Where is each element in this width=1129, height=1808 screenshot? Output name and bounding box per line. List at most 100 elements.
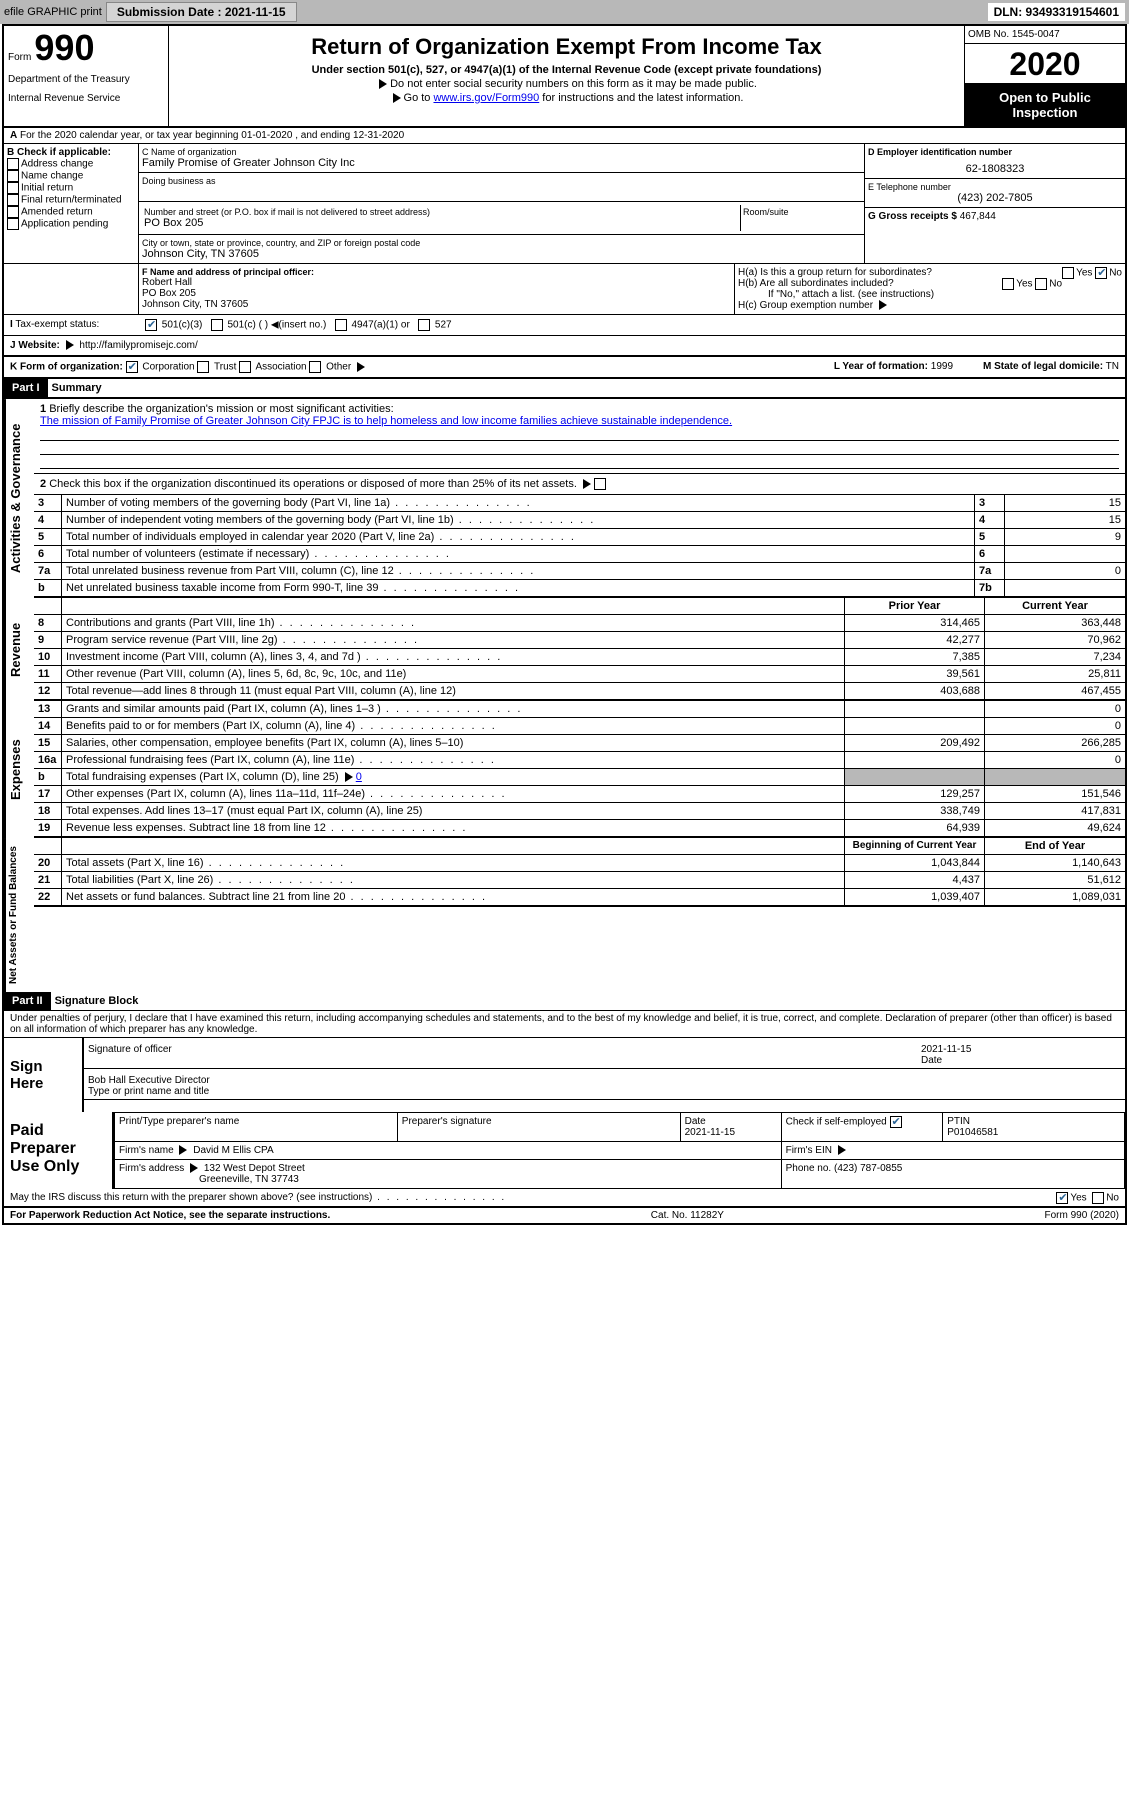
ssn-note: Do not enter social security numbers on … [390, 78, 757, 90]
gross-receipts: 467,844 [960, 211, 996, 222]
submission-date-button[interactable]: Submission Date : 2021-11-15 [106, 2, 297, 22]
val-6 [1005, 546, 1125, 562]
org-address: PO Box 205 [144, 217, 738, 229]
py-12: 403,688 [845, 683, 985, 699]
checkbox-assoc[interactable] [239, 361, 251, 373]
checkbox-trust[interactable] [197, 361, 209, 373]
checkbox-ha-no[interactable] [1095, 267, 1107, 279]
irs-label: Internal Revenue Service [8, 93, 164, 104]
top-toolbar: efile GRAPHIC print Submission Date : 20… [0, 0, 1129, 24]
checkbox-501c[interactable] [211, 319, 223, 331]
perjury-text: Under penalties of perjury, I declare th… [4, 1011, 1125, 1038]
website: http://familypromisejc.com/ [79, 340, 197, 351]
ein: 62-1808323 [868, 163, 1122, 175]
cy-16a: 0 [985, 752, 1125, 768]
vtab-net: Net Assets or Fund Balances [4, 838, 34, 992]
checkbox-hb-no[interactable] [1035, 278, 1047, 290]
eoy-21: 51,612 [985, 872, 1125, 888]
efile-label: efile GRAPHIC print [4, 6, 102, 18]
checkbox-501c3[interactable] [145, 319, 157, 331]
form-ref: Form 990 (2020) [1045, 1210, 1119, 1221]
year-formation: 1999 [931, 361, 953, 372]
checkbox-corp[interactable] [126, 361, 138, 373]
fh-block: F Name and address of principal officer:… [4, 264, 1125, 315]
footer: For Paperwork Reduction Act Notice, see … [4, 1207, 1125, 1223]
arrow-icon [393, 93, 401, 103]
tax-period: For the 2020 calendar year, or tax year … [20, 130, 404, 141]
py-15: 209,492 [845, 735, 985, 751]
checkbox-527[interactable] [418, 319, 430, 331]
checkbox-4947[interactable] [335, 319, 347, 331]
val-3: 15 [1005, 495, 1125, 511]
py-10: 7,385 [845, 649, 985, 665]
checkbox-name[interactable] [7, 170, 19, 182]
vtab-revenue: Revenue [4, 598, 34, 701]
firm-addr1: 132 West Depot Street [204, 1163, 305, 1174]
org-name: Family Promise of Greater Johnson City I… [142, 157, 861, 169]
checkbox-amended[interactable] [7, 206, 19, 218]
pra-notice: For Paperwork Reduction Act Notice, see … [10, 1210, 330, 1221]
cat-no: Cat. No. 11282Y [651, 1210, 724, 1221]
officer-city: Johnson City, TN 37605 [142, 299, 731, 310]
checkbox-ha-yes[interactable] [1062, 267, 1074, 279]
irs-link[interactable]: www.irs.gov/Form990 [433, 92, 539, 104]
preparer-block: Paid Preparer Use Only Print/Type prepar… [4, 1112, 1125, 1189]
form-number: 990 [34, 27, 94, 68]
val-16b[interactable]: 0 [356, 771, 362, 783]
sign-block: Sign Here Signature of officer2021-11-15… [4, 1038, 1125, 1112]
cy-14: 0 [985, 718, 1125, 734]
paid-preparer-label: Paid Preparer Use Only [4, 1112, 114, 1189]
cy-10: 7,234 [985, 649, 1125, 665]
prep-date: 2021-11-15 [685, 1127, 735, 1138]
form-title: Return of Organization Exempt From Incom… [173, 34, 960, 60]
b-header: B Check if applicable: [7, 147, 135, 158]
py-16a [845, 752, 985, 768]
py-8: 314,465 [845, 615, 985, 631]
checkbox-other[interactable] [309, 361, 321, 373]
vtab-expenses: Expenses [4, 701, 34, 838]
org-city: Johnson City, TN 37605 [142, 248, 861, 260]
boy-20: 1,043,844 [845, 855, 985, 871]
arrow-icon [379, 79, 387, 89]
mission-text[interactable]: The mission of Family Promise of Greater… [40, 415, 732, 427]
cy-17: 151,546 [985, 786, 1125, 802]
checkbox-address[interactable] [7, 158, 19, 170]
checkbox-discuss-yes[interactable] [1056, 1192, 1068, 1204]
checkbox-self-employed[interactable] [890, 1116, 902, 1128]
cy-13: 0 [985, 701, 1125, 717]
revenue-section: Revenue Prior YearCurrent Year 8Contribu… [4, 598, 1125, 701]
form-header: Form 990 Department of the Treasury Inte… [4, 26, 1125, 128]
discuss-text: May the IRS discuss this return with the… [10, 1192, 372, 1203]
cy-12: 467,455 [985, 683, 1125, 699]
py-13 [845, 701, 985, 717]
checkbox-initial[interactable] [7, 182, 19, 194]
arrow-icon [190, 1163, 198, 1173]
phone: (423) 202-7805 [868, 192, 1122, 204]
arrow-icon [838, 1145, 846, 1155]
boy-22: 1,039,407 [845, 889, 985, 905]
info-block: B Check if applicable: Address change Na… [4, 144, 1125, 264]
dept-treasury: Department of the Treasury [8, 74, 164, 85]
checkbox-hb-yes[interactable] [1002, 278, 1014, 290]
checkbox-pending[interactable] [7, 218, 19, 230]
cy-19: 49,624 [985, 820, 1125, 836]
part-ii-header: Part II [4, 992, 51, 1010]
arrow-icon [66, 340, 74, 350]
state-domicile: TN [1106, 361, 1119, 372]
checkbox-discontinued[interactable] [594, 478, 606, 490]
checkbox-discuss-no[interactable] [1092, 1192, 1104, 1204]
form-frame: Form 990 Department of the Treasury Inte… [2, 24, 1127, 1225]
val-7a: 0 [1005, 563, 1125, 579]
part-i-title: Summary [48, 382, 102, 394]
part-ii-title: Signature Block [51, 995, 139, 1007]
firm-phone: (423) 787-0855 [834, 1163, 902, 1174]
form-subtitle: Under section 501(c), 527, or 4947(a)(1)… [173, 64, 960, 76]
py-19: 64,939 [845, 820, 985, 836]
activities-section: Activities & Governance 1 Briefly descri… [4, 399, 1125, 598]
cy-18: 417,831 [985, 803, 1125, 819]
arrow-icon [357, 362, 365, 372]
officer-name: Robert Hall [142, 277, 731, 288]
sign-here-label: Sign Here [4, 1038, 84, 1112]
firm-name: David M Ellis CPA [193, 1145, 273, 1156]
checkbox-final[interactable] [7, 194, 19, 206]
